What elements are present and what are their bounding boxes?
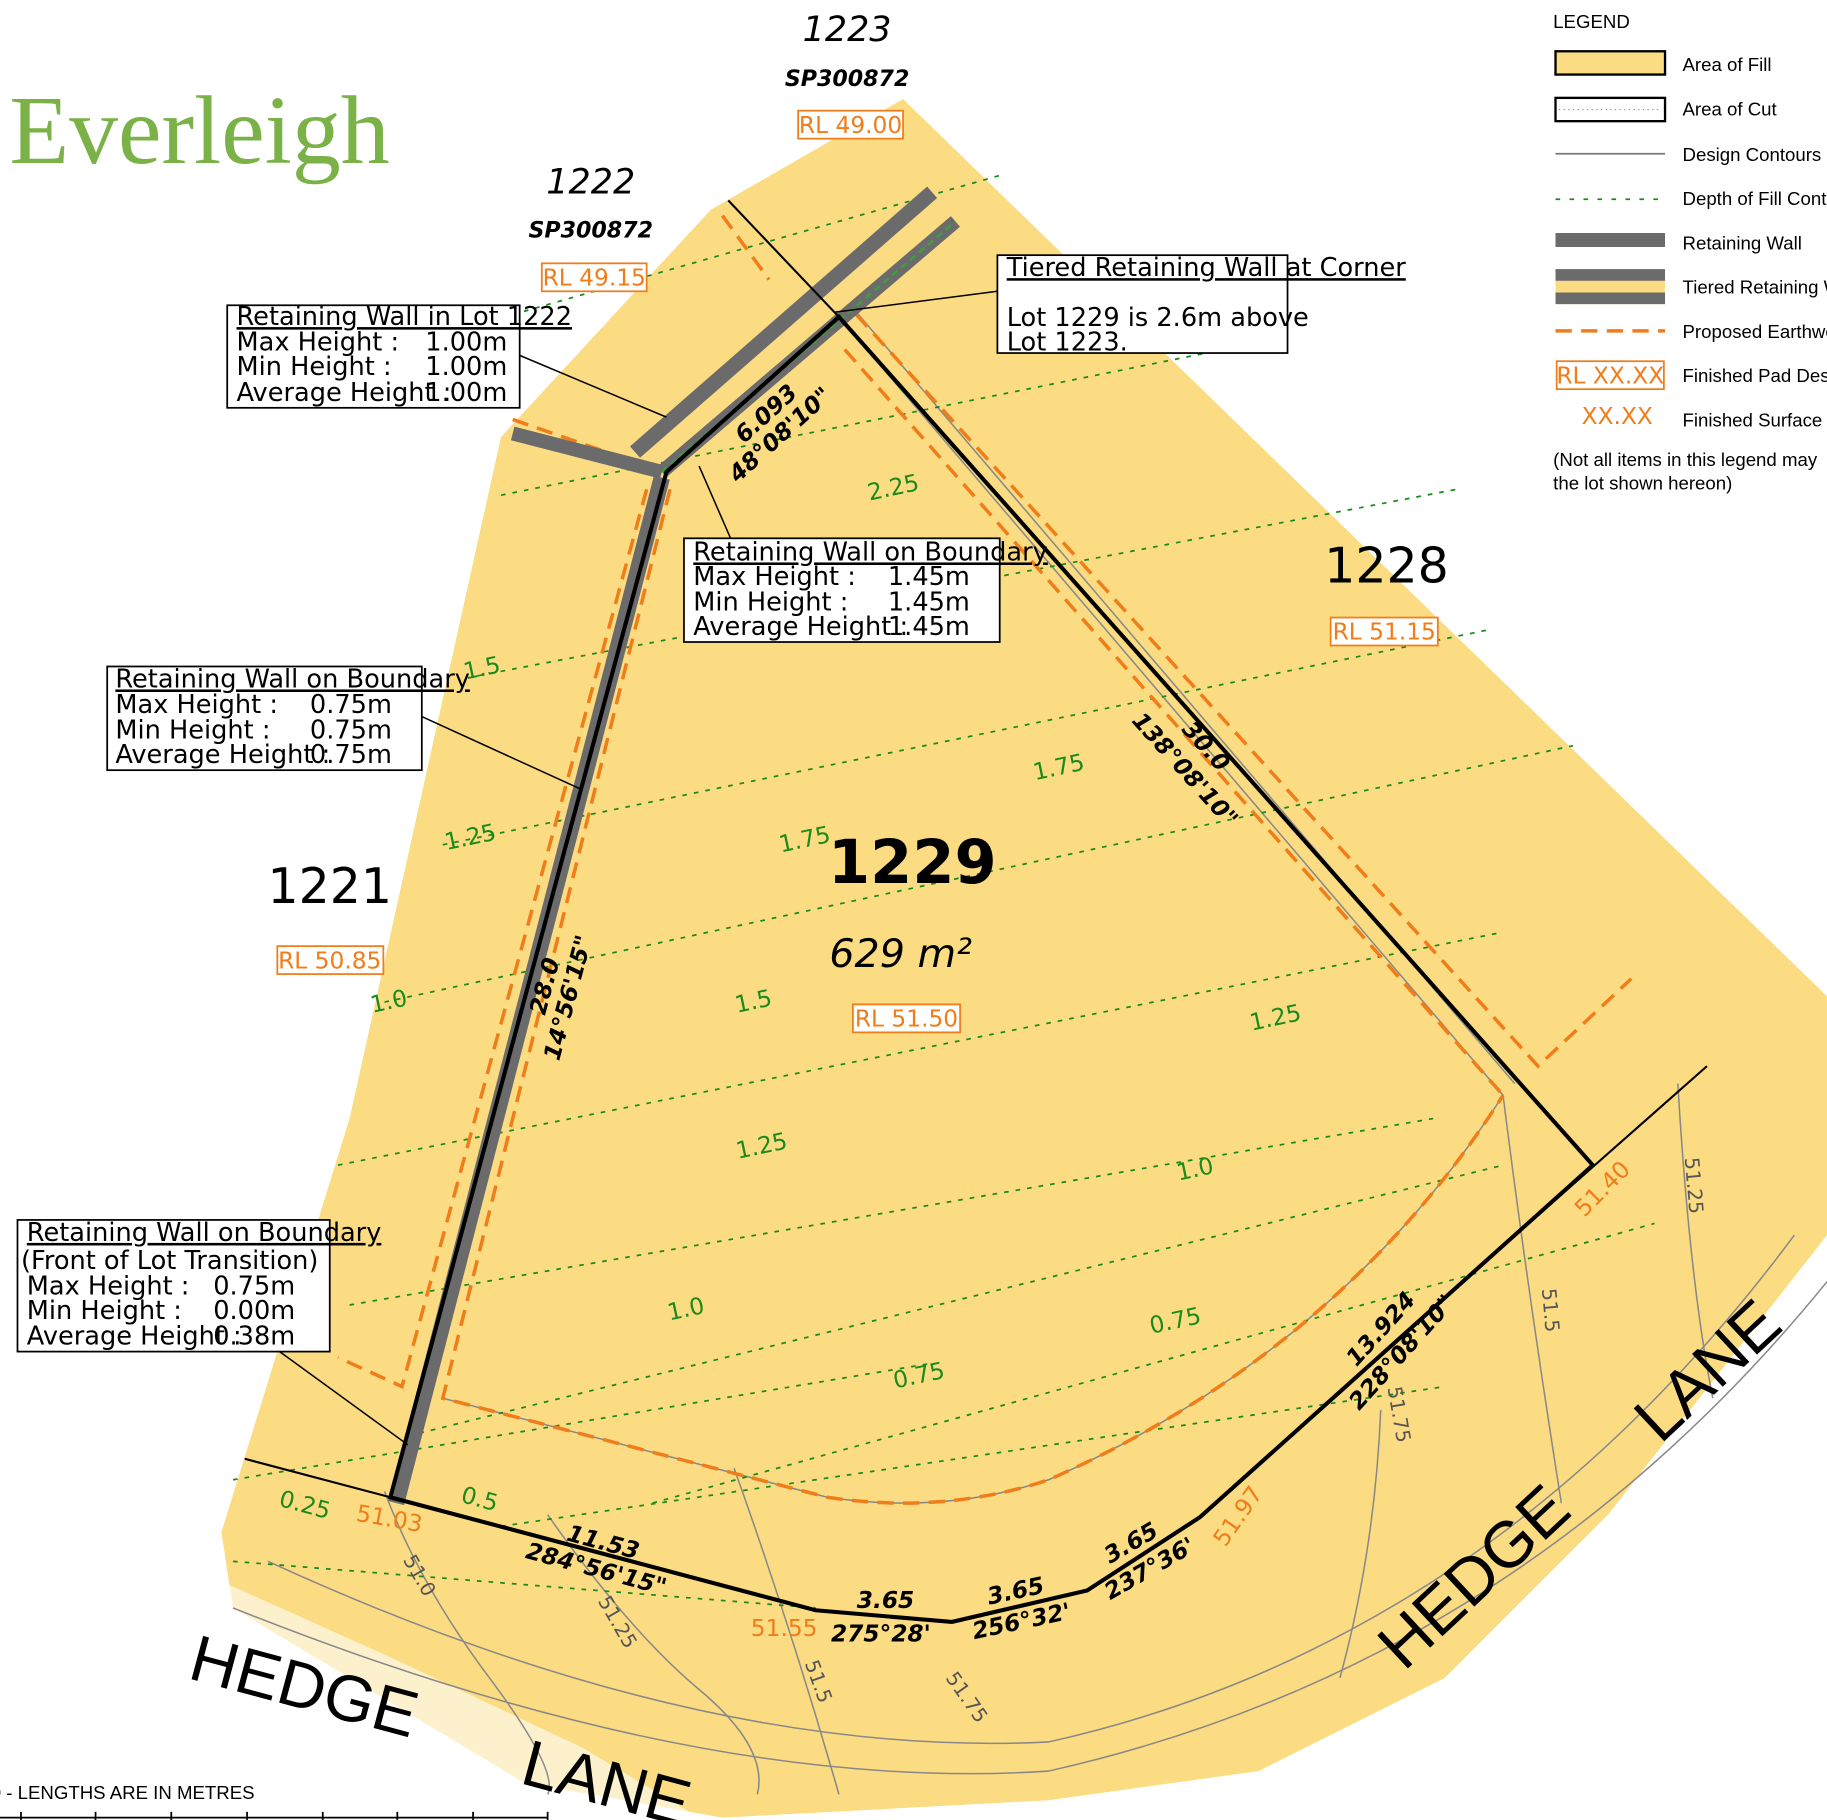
callout-value: 0.38m	[213, 1322, 295, 1352]
legend-label: Proposed Earthworks	[1683, 321, 1827, 342]
plan-number: SP300872	[785, 66, 910, 92]
callout-label: Average Height :	[27, 1322, 242, 1352]
legend: LEGEND Area of Fill Area of Cut Design C…	[1553, 11, 1827, 493]
legend-label: Finished Surface Level	[1683, 409, 1827, 430]
length: 3.65	[857, 1587, 914, 1614]
callout: Retaining Wall on Boundary Max Height : …	[684, 537, 1048, 642]
callout-label: Average Height :	[115, 740, 330, 770]
lot-area: 629 m²	[829, 931, 972, 977]
contour-label: 51.25	[1680, 1156, 1708, 1214]
callout-value: 1.00m	[425, 378, 507, 408]
plan: Everleigh 1223 SP300872 RL 49.00 1222 SP…	[0, 0, 1827, 1820]
pad-level: RL 50.85	[278, 947, 381, 974]
bearing: 275°28'	[831, 1621, 931, 1648]
callout-value: 0.75m	[310, 740, 392, 770]
callout-value: 1.45m	[888, 612, 970, 642]
legend-note: the lot shown hereon)	[1553, 472, 1732, 493]
legend-label: Area of Fill	[1683, 54, 1772, 75]
legend-label: Depth of Fill Contours	[1683, 188, 1827, 209]
callout-label: Average Height :	[237, 378, 452, 408]
contour-label: 51.5	[1537, 1287, 1564, 1333]
callout-title: Tiered Retaining Wall at Corner	[1006, 253, 1407, 283]
legend-label: Design Contours	[1683, 144, 1822, 165]
callout: Retaining Wall on Boundary (Front of Lot…	[17, 1218, 381, 1352]
pad-level: RL 49.15	[543, 264, 646, 291]
legend-swatch	[1556, 51, 1666, 74]
legend-symbol: XX.XX	[1582, 403, 1653, 430]
surface-level: 51.55	[751, 1615, 818, 1642]
lot-number: 1228	[1324, 538, 1449, 595]
callout: Retaining Wall on Boundary Max Height : …	[107, 664, 470, 770]
legend-symbol: RL XX.XX	[1556, 362, 1664, 389]
lot-number: 1221	[267, 858, 392, 915]
callout-line: Lot 1223.	[1007, 328, 1128, 358]
callout-label: Average Height :	[693, 612, 908, 642]
legend-label: Tiered Retaining Wall	[1683, 277, 1827, 298]
legend-note: (Not all items in this legend may	[1553, 449, 1818, 470]
callout-title: Retaining Wall on Boundary	[27, 1218, 382, 1248]
lot-number: 1229	[828, 828, 997, 898]
plan-number: SP300872	[528, 218, 653, 244]
page: Everleigh 1223 SP300872 RL 49.00 1222 SP…	[0, 0, 1827, 1820]
callout: Retaining Wall in Lot 1222 Max Height : …	[227, 302, 572, 408]
legend-label: Area of Cut	[1683, 98, 1778, 119]
lot-number: 1223	[803, 10, 892, 50]
logo: Everleigh	[9, 77, 389, 185]
legend-title: LEGEND	[1553, 11, 1630, 32]
legend-label: Finished Pad Design Level	[1683, 365, 1827, 386]
lot-number: 1222	[546, 162, 635, 202]
pad-level: RL 51.50	[855, 1006, 958, 1033]
footer-note: 0 - LENGTHS ARE IN METRES	[0, 1782, 255, 1803]
pad-level: RL 51.15	[1333, 619, 1436, 646]
legend-label: Retaining Wall	[1683, 232, 1802, 253]
callout: Tiered Retaining Wall at Corner Lot 1229…	[997, 253, 1406, 358]
pad-level: RL 49.00	[799, 112, 902, 139]
